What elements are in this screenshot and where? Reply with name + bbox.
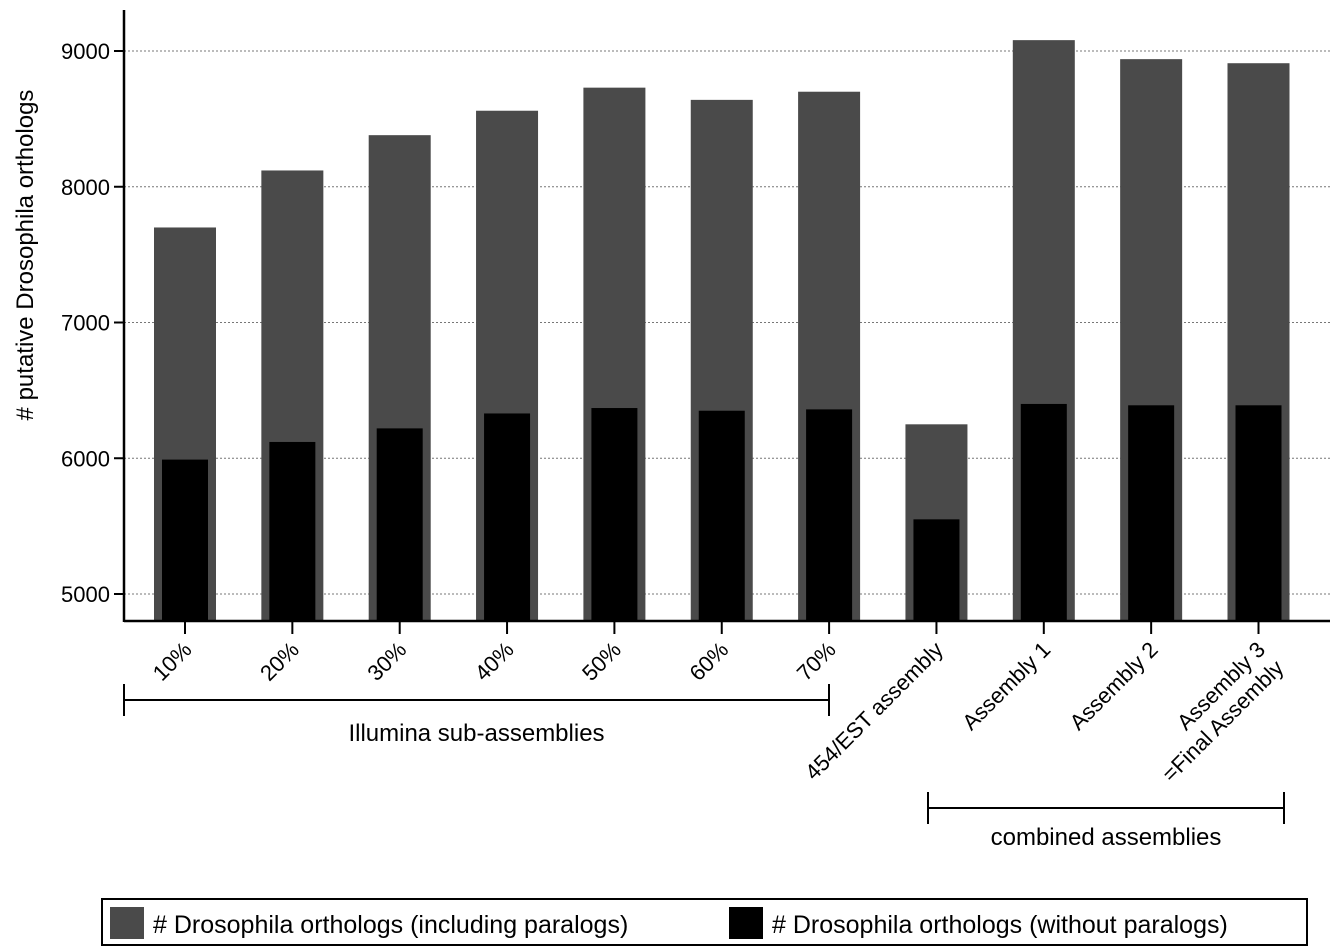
x-tick-label-line: Assembly 1 <box>957 637 1055 735</box>
bar-without-paralogs <box>698 410 745 621</box>
x-tick-label: 60% <box>684 637 733 686</box>
legend-box <box>101 898 1308 946</box>
x-tick-labels: 10% 20% 30% 40% 50% 60% 70%454/EST assembly Ass… <box>148 637 1289 787</box>
y-tick-label: 9000 <box>61 39 110 64</box>
x-tick-label: Assembly 3=Final Assembly <box>1139 637 1289 787</box>
x-tick-label: 30% <box>362 637 411 686</box>
axes <box>122 10 1330 634</box>
y-tick-label: 8000 <box>61 175 110 200</box>
x-tick-label-line: Assembly 2 <box>1065 637 1163 735</box>
y-ticks: 5000 6000 7000 8000 9000 <box>61 39 124 607</box>
group-label: combined assemblies <box>991 824 1222 851</box>
x-tick-label-line: 20% <box>255 637 304 686</box>
x-tick-label-line: 40% <box>470 637 519 686</box>
x-tick-label: Assembly 1 <box>957 637 1055 735</box>
bar-without-paralogs <box>1020 403 1067 621</box>
x-tick-label-line: 70% <box>792 637 841 686</box>
x-tick-label: 40% <box>470 637 519 686</box>
y-tick-label: 6000 <box>61 446 110 471</box>
bar-without-paralogs <box>913 519 960 621</box>
legend-swatch <box>110 907 144 939</box>
x-tick-label: Assembly 2 <box>1065 637 1163 735</box>
bar-without-paralogs <box>591 408 638 621</box>
x-tick-label: 10% <box>148 637 197 686</box>
y-axis-title: # putative Drosophila orthologs <box>12 90 39 421</box>
legend: # Drosophila orthologs (including paralo… <box>101 898 1308 946</box>
x-tick-label-line: 50% <box>577 637 626 686</box>
legend-label: # Drosophila orthologs (including paralo… <box>153 911 628 939</box>
y-tick-label: 7000 <box>61 311 110 336</box>
bar-without-paralogs <box>376 428 423 621</box>
x-tick-label: 50% <box>577 637 626 686</box>
category-groups: Illumina sub-assemblies combined assembli… <box>123 684 1285 851</box>
bar-without-paralogs <box>1235 405 1282 621</box>
bar-without-paralogs <box>1128 405 1175 621</box>
bar-without-paralogs <box>162 459 208 621</box>
x-tick-label-line: 10% <box>148 637 197 686</box>
bars <box>154 40 1290 622</box>
group-label: Illumina sub-assemblies <box>348 720 604 747</box>
legend-label: # Drosophila orthologs (without paralogs… <box>772 911 1228 939</box>
x-tick-label: 70% <box>792 637 841 686</box>
legend-swatch <box>729 907 763 939</box>
y-tick-label: 5000 <box>61 582 110 607</box>
bar-without-paralogs <box>806 409 853 621</box>
x-tick-label-line: 60% <box>684 637 733 686</box>
bar-without-paralogs <box>269 441 316 621</box>
bar-without-paralogs <box>484 413 531 621</box>
x-tick-label-line: 30% <box>362 637 411 686</box>
x-tick-label: 20% <box>255 637 304 686</box>
